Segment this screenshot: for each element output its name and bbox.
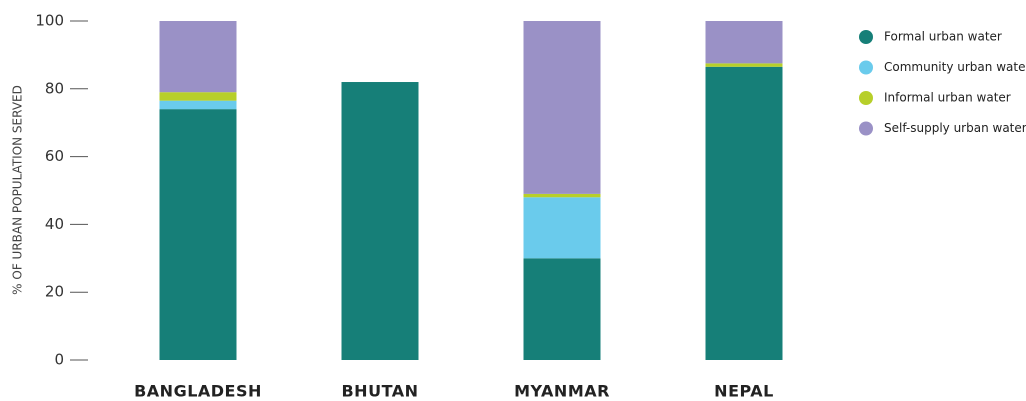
y-tick-label: 40 [45, 215, 64, 233]
legend-label: Formal urban water [884, 30, 1002, 44]
y-tick-label: 80 [45, 79, 64, 97]
bar-segment [159, 100, 237, 110]
bar-segment [523, 258, 601, 360]
legend-label: Informal urban water [884, 91, 1011, 105]
legend-swatch [859, 30, 873, 44]
bar-segment [523, 197, 601, 259]
y-tick-label: 0 [54, 351, 64, 369]
bar-segment [705, 66, 783, 360]
x-tick-label: MYANMAR [514, 382, 610, 401]
legend-swatch [859, 91, 873, 105]
bar-segment [523, 21, 601, 194]
bar-segment [523, 193, 601, 198]
y-tick-label: 100 [35, 12, 64, 30]
y-axis-label: % OF URBAN POPULATION SERVED [11, 85, 25, 295]
legend-label: Self-supply urban water [884, 121, 1026, 135]
x-tick-label: BHUTAN [341, 382, 418, 401]
x-tick-label: NEPAL [714, 382, 774, 401]
y-tick-label: 60 [45, 147, 64, 165]
legend-swatch [859, 60, 873, 75]
bar-segment [159, 21, 237, 93]
y-tick-label: 20 [45, 283, 64, 301]
x-tick-label: BANGLADESH [134, 382, 262, 401]
bar-segment [341, 82, 419, 361]
legend-swatch [859, 121, 873, 136]
legend-label: Community urban water [884, 60, 1026, 74]
bar-segment [705, 21, 783, 64]
bar-segment [159, 109, 237, 360]
bar-segment [159, 92, 237, 101]
bar-segment [705, 63, 783, 67]
